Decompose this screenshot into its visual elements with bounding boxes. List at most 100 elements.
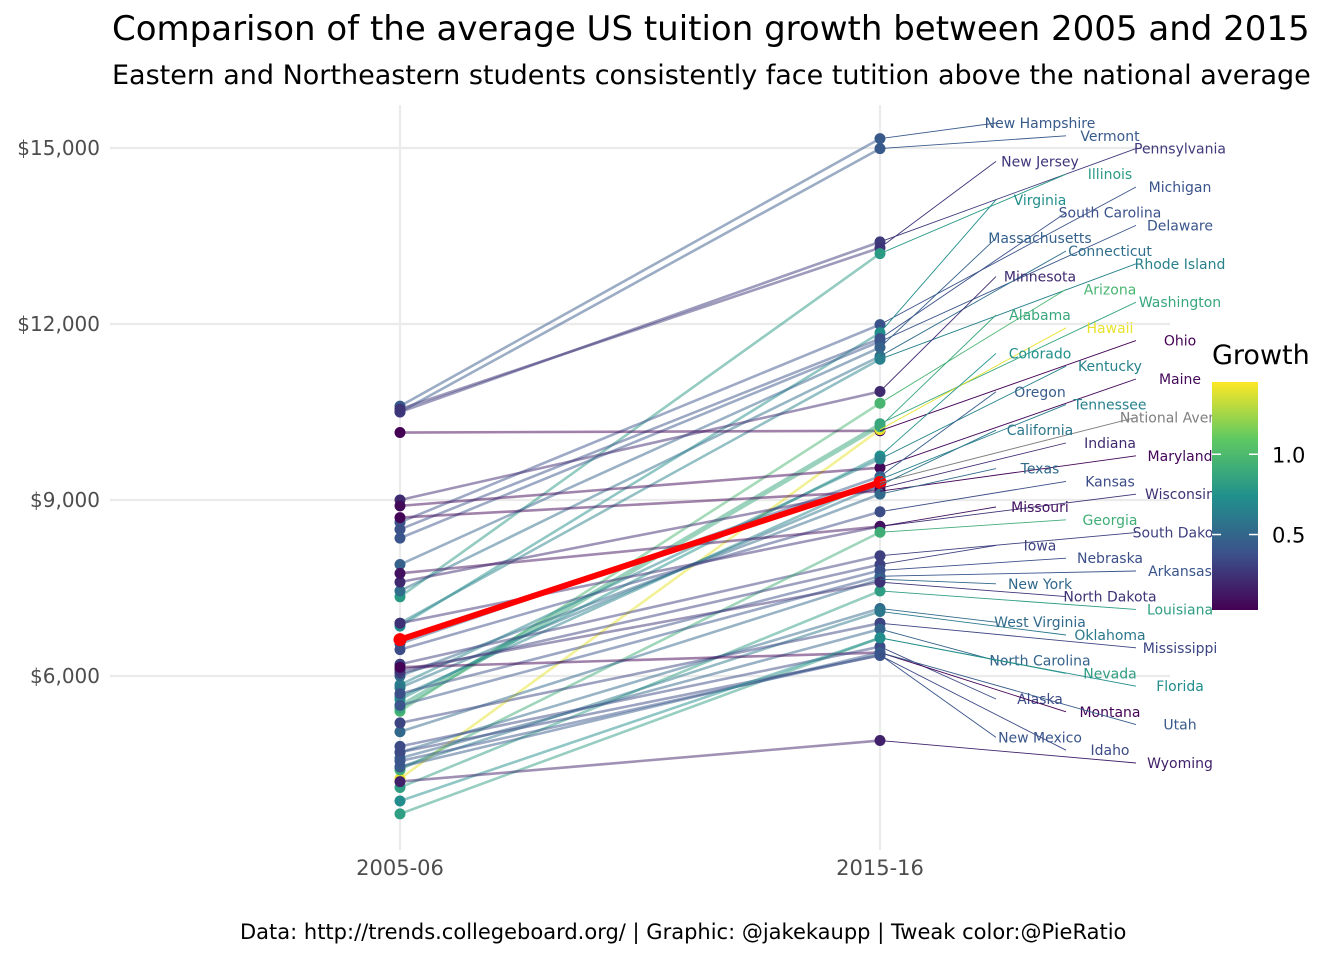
series-label-maine: Maine [1159, 372, 1201, 388]
label-leader-nebraska [879, 557, 1067, 571]
series-line-maine [398, 466, 882, 508]
label-leader-maryland [879, 455, 1137, 492]
series-line-michigan [398, 323, 882, 524]
series-label-florida: Florida [1156, 679, 1204, 695]
series-label-hawaii: Hawaii [1087, 321, 1134, 337]
series-label-new-york: New York [1008, 577, 1073, 593]
series-label-wyoming: Wyoming [1147, 756, 1213, 772]
series-label-washington: Washington [1139, 295, 1221, 311]
series-line-nevada [398, 636, 882, 816]
series-label-nebraska: Nebraska [1077, 551, 1143, 567]
series-label-north-dakota: North Dakota [1063, 590, 1156, 606]
series-label-north-carolina: North Carolina [989, 654, 1090, 670]
series-line-south-carolina [398, 337, 882, 531]
series-label-utah: Utah [1163, 718, 1196, 734]
label-leader-north-carolina [879, 628, 997, 662]
label-leader-florida [879, 637, 1137, 687]
series-point-south-carolina [394, 523, 406, 535]
label-leader-ohio [879, 340, 1137, 432]
chart-caption: Data: http://trends.collegeboard.org/ | … [240, 920, 1126, 945]
series-label-oklahoma: Oklahoma [1074, 628, 1145, 644]
chart-subtitle: Eastern and Northeastern students consis… [112, 60, 1311, 91]
series-label-california: California [1007, 423, 1073, 439]
label-leader-new-hampshire [879, 122, 997, 140]
series-point-florida [394, 795, 406, 807]
series-point-new-jersey [394, 403, 406, 415]
label-leader-alaska [879, 646, 997, 700]
series-point-wyoming [394, 776, 406, 788]
label-leader-missouri [879, 506, 997, 527]
series-label-kentucky: Kentucky [1078, 359, 1142, 375]
series-label-wisconsin: Wisconsin [1145, 487, 1215, 503]
label-leader-texas [879, 468, 997, 495]
series-point-idaho [394, 746, 406, 758]
label-leader-arkansas [879, 570, 1137, 577]
label-leader-washington [879, 301, 1137, 425]
series-point-montana [394, 661, 406, 673]
series-point-nebraska [394, 688, 406, 700]
x-tick-label: 2005-06 [356, 856, 444, 880]
series-line-massachusetts [398, 346, 882, 566]
series-line-vermont [398, 147, 882, 414]
series-label-maryland: Maryland [1148, 449, 1213, 465]
label-leader-minnesota [879, 276, 997, 392]
series-label-rhode-island: Rhode Island [1135, 257, 1226, 273]
series-label-alaska: Alaska [1017, 692, 1063, 708]
series-point-national-average [393, 633, 407, 647]
series-line-south-dakota [398, 554, 882, 666]
series-label-massachusetts: Massachusetts [988, 231, 1091, 247]
series-line-hawaii [398, 428, 882, 780]
series-line-illinois [398, 252, 882, 599]
label-leader-montana [879, 652, 1067, 713]
series-label-missouri: Missouri [1011, 500, 1069, 516]
series-label-south-carolina: South Carolina [1059, 206, 1162, 222]
series-label-louisiana: Louisiana [1147, 602, 1213, 618]
series-label-arizona: Arizona [1084, 282, 1137, 298]
series-point-maryland [394, 512, 406, 524]
series-line-rhode-island [398, 357, 882, 625]
label-leader-kansas [879, 480, 1067, 513]
label-leader-south-dakota [879, 532, 1137, 557]
series-lines [397, 137, 883, 816]
series-line-ohio [398, 429, 882, 434]
series-label-illinois: Illinois [1088, 167, 1132, 183]
series-label-michigan: Michigan [1149, 180, 1212, 196]
series-point-new-mexico [394, 755, 406, 767]
series-point-nevada [394, 808, 406, 820]
series-point-wisconsin [394, 617, 406, 629]
series-line-virginia [398, 331, 882, 628]
series-line-wyoming [398, 739, 882, 783]
series-line-pennsylvania [398, 240, 882, 414]
series-point-maine [394, 500, 406, 512]
series-label-minnesota: Minnesota [1004, 270, 1076, 286]
chart-title: Comparison of the average US tuition gro… [112, 9, 1310, 49]
label-leader-colorado [879, 353, 997, 457]
series-point-arkansas [394, 699, 406, 711]
series-label-connecticut: Connecticut [1068, 244, 1152, 260]
label-leader-michigan [879, 186, 1137, 325]
series-line-alaska [398, 645, 882, 748]
series-line-national-average [397, 479, 883, 643]
series-label-texas: Texas [1020, 462, 1060, 478]
series-point-connecticut [394, 585, 406, 597]
series-label-new-mexico: New Mexico [998, 730, 1082, 746]
label-leader-virginia [879, 199, 997, 334]
series-line-missouri [398, 525, 882, 575]
label-leader-wisconsin [879, 493, 1137, 527]
growth-legend: Growth 0.5 1.0 [1212, 340, 1310, 610]
y-tick-label: $9,000 [30, 488, 100, 512]
series-line-oklahoma [398, 610, 882, 769]
series-label-alabama: Alabama [1009, 308, 1071, 324]
legend-tick-label: 1.0 [1272, 443, 1305, 467]
series-label-pennsylvania: Pennsylvania [1134, 142, 1226, 158]
series-label-iowa: Iowa [1024, 538, 1057, 554]
series-label-south-dakota: South Dakota [1133, 526, 1228, 542]
series-line-north-dakota [398, 580, 882, 672]
series-label-colorado: Colorado [1009, 346, 1072, 362]
label-leader-kentucky [879, 365, 1067, 460]
series-label-new-jersey: New Jersey [1001, 154, 1079, 170]
series-label-delaware: Delaware [1147, 218, 1213, 234]
label-leader-hawaii [879, 327, 1067, 430]
label-leader-maine [879, 378, 1137, 469]
label-leader-iowa [879, 544, 997, 565]
